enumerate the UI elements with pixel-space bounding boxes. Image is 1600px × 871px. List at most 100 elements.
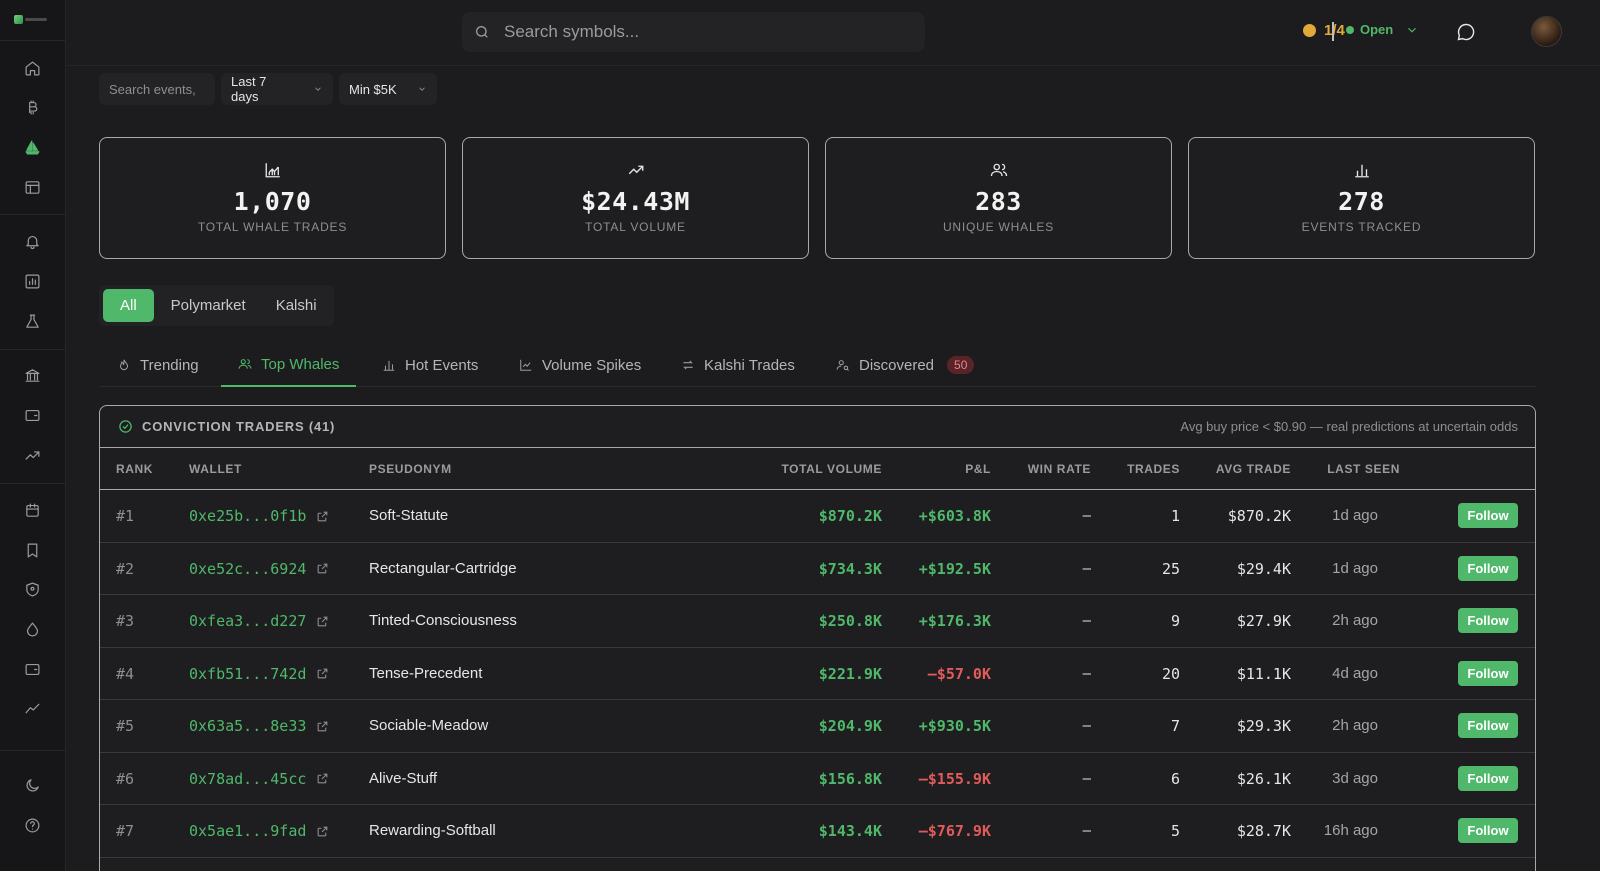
source-polymarket[interactable]: Polymarket — [170, 297, 246, 314]
external-link-icon[interactable] — [316, 562, 329, 575]
follow-button[interactable]: Follow — [1458, 608, 1518, 633]
win-rate-cell: – — [1082, 664, 1091, 682]
stat-card-unique-whales: 283 UNIQUE WHALES — [825, 137, 1172, 259]
follow-button[interactable]: Follow — [1458, 555, 1518, 581]
wallet-address: 0x63a5...8e33 — [189, 717, 307, 735]
tab-discovered[interactable]: Discovered 50 — [836, 343, 975, 387]
col-win-rate[interactable]: WIN RATE — [1027, 462, 1091, 476]
external-link-icon[interactable] — [316, 772, 329, 785]
table-row[interactable]: #1 0xe25b...0f1b Soft-Statute $870.2K +$… — [100, 490, 1535, 543]
stat-label: EVENTS TRACKED — [1301, 220, 1422, 234]
follow-button[interactable]: Follow — [1458, 713, 1518, 738]
table-row[interactable]: #4 0xfb51...742d Tense-Precedent $221.9K… — [100, 648, 1535, 700]
win-rate-cell: – — [1082, 717, 1091, 734]
timeframe-select[interactable]: Last 7 days — [221, 73, 333, 105]
col-total-volume[interactable]: TOTAL VOLUME — [781, 462, 882, 476]
chevron-down-icon — [1408, 27, 1417, 33]
col-rank[interactable]: RANK — [116, 462, 154, 476]
app-logo[interactable] — [14, 12, 50, 26]
follow-button[interactable]: Follow — [1458, 660, 1518, 686]
col-avg-trade[interactable]: AVG TRADE — [1215, 462, 1291, 476]
chevron-down-icon — [419, 87, 425, 91]
source-all[interactable]: All — [103, 289, 154, 322]
tab-volume-spikes[interactable]: Volume Spikes — [519, 343, 641, 387]
wallet-link[interactable]: 0x78ad...45cc — [189, 770, 329, 788]
table-row[interactable]: #3 0xfea3...d227 Tinted-Consciousness $2… — [100, 595, 1535, 648]
table-row[interactable]: #5 0x63a5...8e33 Sociable-Meadow $204.9K… — [100, 700, 1535, 753]
col-trades[interactable]: TRADES — [1127, 462, 1180, 476]
chart-box-icon[interactable] — [22, 271, 42, 291]
tab-kalshi-trades[interactable]: Kalshi Trades — [681, 343, 795, 387]
follow-button[interactable]: Follow — [1458, 818, 1518, 843]
follow-button[interactable]: Follow — [1458, 765, 1518, 791]
follow-button[interactable]: Follow — [1458, 503, 1518, 528]
table-row[interactable]: #2 0xe52c...6924 Rectangular-Cartridge $… — [100, 543, 1535, 595]
event-search-input[interactable]: Search events, — [99, 73, 215, 105]
wallet-address: 0xfb51...742d — [189, 664, 307, 683]
sailboat-icon[interactable] — [22, 137, 42, 157]
market-status-dropdown[interactable]: Open — [1346, 22, 1419, 37]
table-icon[interactable] — [22, 177, 42, 197]
divider — [1332, 22, 1334, 41]
wallet-link[interactable]: 0xfea3...d227 — [189, 612, 329, 630]
market-status-label: Open — [1360, 22, 1394, 37]
shield-icon[interactable] — [22, 579, 42, 599]
bell-icon[interactable] — [22, 231, 42, 251]
area-chart-icon — [264, 161, 282, 179]
moon-icon[interactable] — [22, 775, 42, 795]
symbol-search[interactable] — [462, 12, 925, 52]
wallet-link[interactable]: 0xe25b...0f1b — [189, 507, 329, 525]
external-link-icon[interactable] — [316, 510, 329, 523]
table-row[interactable]: #6 0x78ad...45cc Alive-Stuff $156.8K –$1… — [100, 753, 1535, 805]
wallet-link[interactable]: 0xe52c...6924 — [189, 560, 329, 578]
trades-cell: 7 — [1170, 717, 1180, 735]
credits-indicator[interactable]: 1/4 — [1303, 22, 1345, 39]
stat-label: TOTAL VOLUME — [585, 220, 686, 234]
timeframe-value: Last 7 days — [231, 74, 267, 104]
external-link-icon[interactable] — [316, 667, 329, 680]
col-wallet[interactable]: WALLET — [189, 462, 242, 476]
bitcoin-icon[interactable] — [22, 97, 42, 117]
user-avatar[interactable] — [1531, 16, 1562, 47]
min-size-select[interactable]: Min $5K — [339, 73, 437, 105]
pseudonym-cell: Rectangular-Cartridge — [369, 559, 517, 577]
trades-cell: 5 — [1170, 822, 1180, 840]
chat-icon[interactable] — [1456, 22, 1476, 42]
avg-trade-cell: $26.1K — [1236, 769, 1291, 788]
tab-label: Volume Spikes — [542, 356, 642, 374]
rank-cell: #7 — [116, 822, 135, 840]
tab-top-whales[interactable]: Top Whales — [221, 343, 357, 387]
symbol-search-input[interactable] — [504, 22, 884, 42]
drop-icon[interactable] — [22, 619, 42, 639]
wallet-link[interactable]: 0x63a5...8e33 — [189, 717, 329, 735]
bookmark-icon[interactable] — [22, 540, 42, 560]
col-last-seen[interactable]: LAST SEEN — [1327, 462, 1400, 476]
win-rate-cell: – — [1082, 507, 1091, 524]
help-icon[interactable] — [22, 815, 42, 835]
wallet-alt-icon[interactable] — [22, 659, 42, 679]
panel-note: Avg buy price < $0.90 — real predictions… — [1180, 419, 1518, 434]
line-chart-icon[interactable] — [22, 698, 42, 718]
external-link-icon[interactable] — [316, 615, 329, 628]
trending-icon[interactable] — [22, 445, 42, 465]
volume-cell: $250.8K — [818, 612, 882, 630]
wallet-link[interactable]: 0xfb51...742d — [189, 665, 329, 683]
external-link-icon[interactable] — [316, 720, 329, 733]
calendar-icon[interactable] — [22, 500, 42, 520]
pnl-cell: +$176.3K — [918, 612, 991, 630]
source-kalshi[interactable]: Kalshi — [275, 297, 317, 314]
flask-icon[interactable] — [22, 311, 42, 331]
col-pseudonym[interactable]: PSEUDONYM — [369, 462, 452, 476]
external-link-icon[interactable] — [316, 825, 329, 838]
panel-title: CONVICTION TRADERS (41) — [142, 419, 336, 434]
home-icon[interactable] — [22, 58, 42, 78]
tab-label: Trending — [140, 356, 199, 374]
last-seen-cell: 4d ago — [1332, 664, 1378, 682]
tab-hot-events[interactable]: Hot Events — [382, 343, 478, 387]
col-pnl[interactable]: P&L — [965, 462, 991, 476]
table-row[interactable]: #7 0x5ae1...9fad Rewarding-Softball $143… — [100, 805, 1535, 858]
tab-trending[interactable]: Trending — [117, 343, 199, 387]
bank-icon[interactable] — [22, 365, 42, 385]
wallet-link[interactable]: 0x5ae1...9fad — [189, 822, 329, 840]
wallet-icon[interactable] — [22, 405, 42, 425]
